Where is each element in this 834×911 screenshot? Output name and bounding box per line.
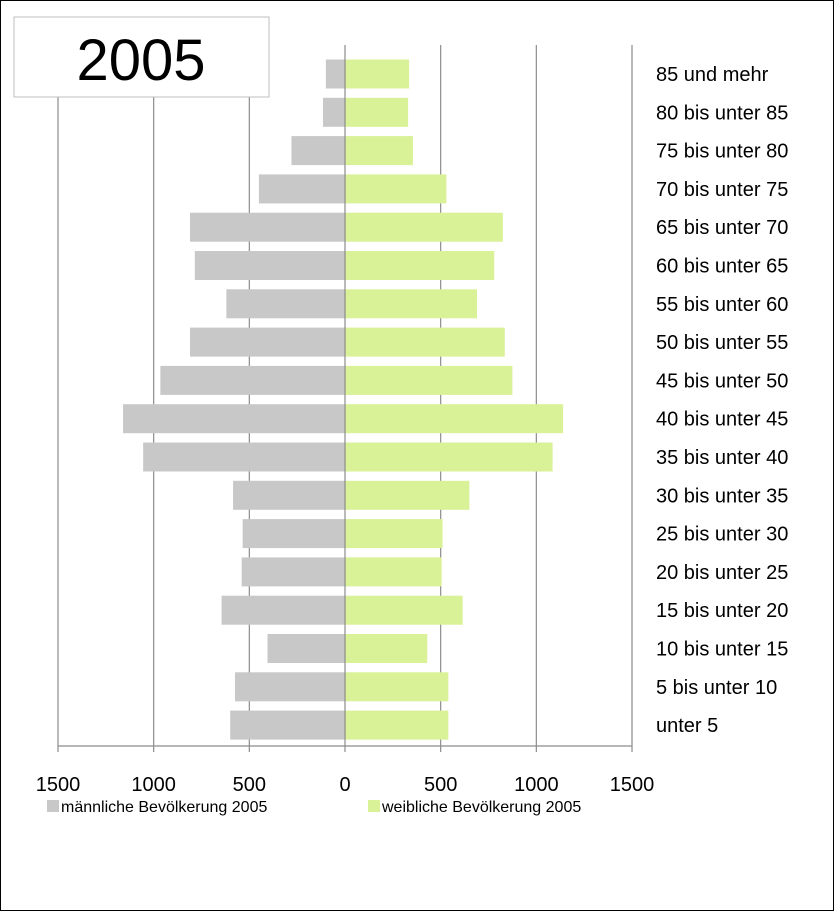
bar-female-12 (345, 251, 495, 280)
bar-male-12 (194, 251, 345, 280)
x-tick-label-0: 1500 (36, 774, 81, 796)
category-label-12: 60 bis unter 65 (656, 256, 788, 278)
bar-male-4 (241, 557, 345, 587)
category-label-10: 50 bis unter 55 (656, 332, 788, 354)
legend-label-1: weibliche Bevölkerung 2005 (381, 799, 581, 816)
bar-male-5 (242, 519, 345, 549)
bar-male-15 (291, 136, 345, 166)
category-label-13: 65 bis unter 70 (656, 217, 788, 239)
legend-label-0: männliche Bevölkerung 2005 (61, 799, 267, 816)
x-tick-label-6: 1500 (610, 774, 655, 796)
bar-male-9 (160, 365, 345, 395)
category-label-11: 55 bis unter 60 (656, 294, 788, 316)
bar-female-2 (345, 634, 428, 663)
bar-female-9 (345, 365, 513, 395)
bar-female-3 (345, 595, 463, 625)
bar-female-7 (345, 442, 553, 472)
bar-female-10 (345, 327, 505, 357)
bar-female-14 (345, 174, 447, 204)
bar-male-6 (233, 480, 345, 510)
bar-female-13 (345, 212, 503, 242)
x-tick-label-3: 0 (339, 774, 350, 796)
x-tick-label-5: 1000 (514, 774, 559, 796)
bar-female-8 (345, 404, 564, 434)
category-label-3: 15 bis unter 20 (656, 600, 788, 622)
bar-male-1 (234, 672, 345, 702)
bar-male-7 (143, 442, 345, 472)
category-label-4: 20 bis unter 25 (656, 562, 788, 584)
bar-male-10 (190, 327, 345, 357)
category-label-5: 25 bis unter 30 (656, 524, 788, 546)
bar-female-4 (345, 557, 442, 587)
category-label-15: 75 bis unter 80 (656, 141, 788, 163)
bar-female-15 (345, 136, 413, 166)
category-label-17: 85 und mehr (656, 64, 769, 86)
category-label-0: unter 5 (656, 715, 718, 737)
bar-female-0 (345, 710, 449, 740)
legend-swatch-1 (368, 800, 380, 812)
category-label-2: 10 bis unter 15 (656, 639, 788, 661)
bar-male-3 (221, 595, 345, 625)
category-label-9: 45 bis unter 50 (656, 370, 788, 392)
bar-female-17 (345, 59, 410, 89)
category-label-14: 70 bis unter 75 (656, 179, 788, 201)
bar-male-2 (267, 634, 345, 663)
bar-female-6 (345, 480, 470, 510)
bar-male-17 (325, 59, 345, 89)
category-label-6: 30 bis unter 35 (656, 485, 788, 507)
bar-male-0 (230, 710, 345, 740)
chart-title: 2005 (76, 28, 205, 93)
x-tick-label-1: 1000 (131, 774, 176, 796)
bar-male-13 (190, 212, 345, 242)
x-tick-label-2: 500 (233, 774, 266, 796)
bar-male-16 (322, 97, 345, 127)
category-label-16: 80 bis unter 85 (656, 102, 788, 124)
bar-female-5 (345, 519, 443, 549)
bar-female-11 (345, 289, 478, 319)
bar-male-11 (226, 289, 345, 319)
bar-female-1 (345, 672, 449, 702)
category-label-1: 5 bis unter 10 (656, 677, 777, 699)
legend-swatch-0 (47, 800, 59, 812)
bar-male-8 (123, 404, 345, 434)
bar-male-14 (258, 174, 345, 204)
x-tick-label-4: 500 (424, 774, 457, 796)
category-label-7: 35 bis unter 40 (656, 447, 788, 469)
bar-female-16 (345, 97, 409, 127)
category-label-8: 40 bis unter 45 (656, 409, 788, 431)
title-box (13, 16, 270, 98)
